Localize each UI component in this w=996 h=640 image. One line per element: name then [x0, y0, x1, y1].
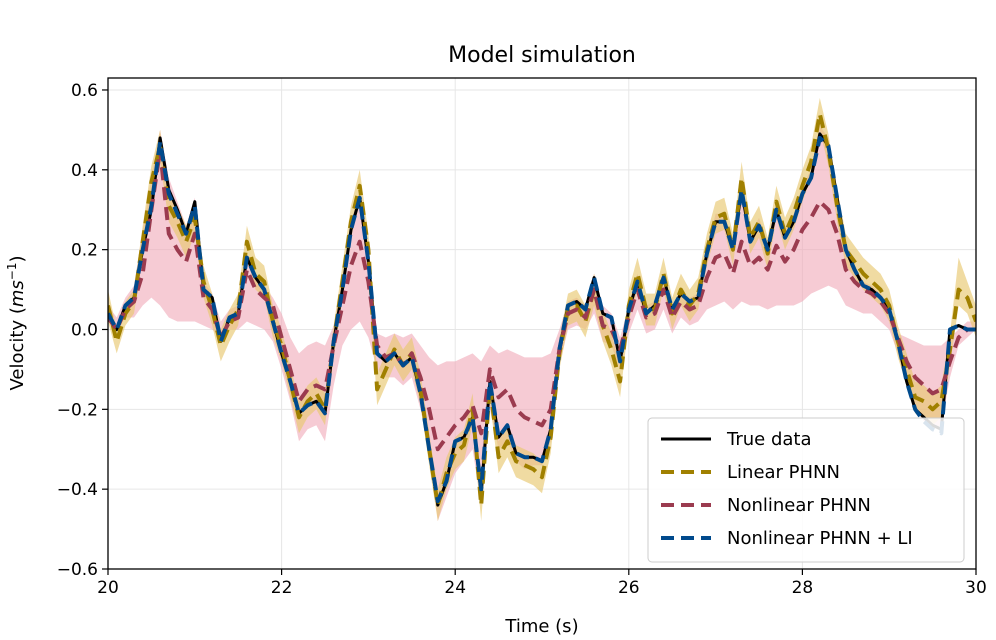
y-axis-label: Velocity (ms−1)	[5, 255, 28, 390]
y-axis-ticks: −0.6 −0.4 −0.2 0.0 0.2 0.4 0.6	[57, 81, 108, 580]
y-tick-label: 0.0	[71, 320, 98, 340]
y-axis-label-unit: ms	[7, 280, 28, 307]
x-tick-label: 28	[792, 578, 814, 598]
y-axis-label-prefix: Velocity (	[7, 307, 28, 390]
y-tick-label: −0.2	[57, 400, 98, 420]
line-nonlinear-phnn-li	[108, 135, 976, 504]
y-tick-label: −0.6	[57, 560, 98, 580]
y-axis-label-suffix: )	[7, 255, 28, 262]
x-axis-label: Time (s)	[504, 616, 578, 637]
x-tick-label: 24	[444, 578, 466, 598]
y-tick-label: 0.6	[71, 81, 98, 101]
line-nonlinear-phnn	[108, 147, 976, 452]
legend-label-linear-phnn: Linear PHNN	[727, 462, 840, 483]
y-axis-label-exponent: −1	[5, 263, 19, 281]
x-tick-label: 22	[271, 578, 293, 598]
x-tick-label: 26	[618, 578, 640, 598]
x-tick-label: 30	[965, 578, 987, 598]
x-axis-ticks: 20 22 24 26 28 30	[97, 569, 987, 598]
legend-label-true-data: True data	[726, 429, 812, 450]
band-linear-phnn	[108, 98, 976, 522]
plot-frame	[107, 77, 977, 570]
legend-box	[647, 417, 965, 563]
legend-label-nonlinear-phnn-li: Nonlinear PHNN + LI	[727, 528, 913, 549]
legend: True data Linear PHNN Nonlinear PHNN Nonlin…	[647, 417, 965, 563]
y-tick-label: −0.4	[57, 480, 98, 500]
y-tick-label: 0.2	[71, 241, 98, 261]
series-lines	[108, 111, 976, 508]
chart-title: Model simulation	[448, 43, 636, 68]
line-linear-phnn	[108, 111, 976, 508]
y-tick-label: 0.4	[71, 161, 98, 181]
legend-label-nonlinear-phnn: Nonlinear PHNN	[727, 495, 871, 516]
x-tick-label: 20	[97, 578, 119, 598]
